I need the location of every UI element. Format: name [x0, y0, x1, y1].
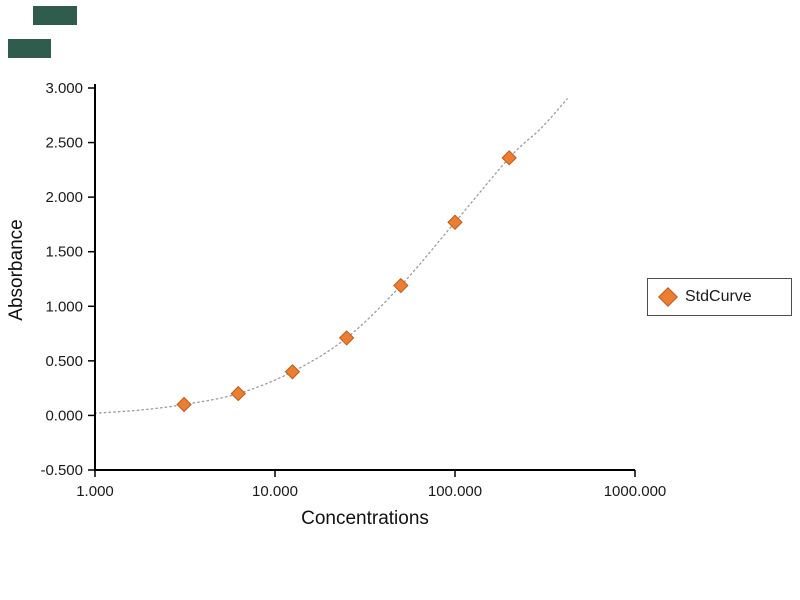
- teal-block-top: [33, 6, 77, 25]
- legend-label: StdCurve: [685, 288, 752, 305]
- data-point-diamond: [447, 214, 463, 230]
- y-axis-title: Absorbance: [6, 219, 27, 320]
- y-tick-label: 0.500: [45, 353, 83, 370]
- y-tick-label: 2.000: [45, 189, 83, 206]
- y-tick-label: 3.000: [45, 80, 83, 97]
- legend: StdCurve: [647, 278, 792, 316]
- axis-lines: [94, 84, 635, 471]
- data-points-layer: [176, 150, 517, 413]
- x-axis-title: Concentrations: [301, 508, 429, 529]
- y-tick-label: 1.500: [45, 244, 83, 261]
- axes-layer: [94, 84, 635, 471]
- x-tick-label: 100.000: [428, 483, 482, 500]
- fitted-curve-layer: [94, 98, 568, 414]
- data-point-diamond: [393, 277, 409, 294]
- fitted-curve: [94, 98, 568, 414]
- data-point-diamond: [338, 330, 355, 346]
- data-point-diamond: [176, 396, 192, 413]
- y-tick-label: 0.000: [45, 407, 83, 424]
- data-point-diamond: [284, 364, 301, 380]
- teal-block-left: [8, 39, 51, 58]
- y-tick-label: -0.500: [40, 462, 83, 479]
- tick-layer: 3.000 2.500 2.000 1.500 1.000 0.500 0.000 -0.50…: [40, 80, 666, 500]
- data-point-diamond: [501, 150, 517, 166]
- x-tick-label: 1000.000: [604, 483, 667, 500]
- y-tick-label: 2.500: [45, 135, 83, 152]
- y-tick-label: 1.000: [45, 298, 83, 315]
- data-point-diamond: [230, 385, 246, 402]
- stdcurve-diamond-icon: [658, 287, 678, 307]
- x-tick-label: 10.000: [252, 483, 298, 500]
- x-tick-label: 1.000: [76, 483, 114, 500]
